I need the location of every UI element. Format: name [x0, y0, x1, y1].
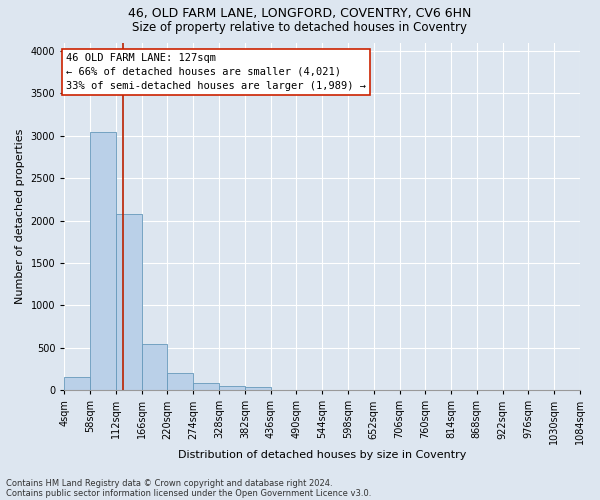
Bar — [193, 383, 219, 390]
Text: Contains HM Land Registry data © Crown copyright and database right 2024.: Contains HM Land Registry data © Crown c… — [6, 478, 332, 488]
Bar — [245, 387, 271, 390]
Text: Size of property relative to detached houses in Coventry: Size of property relative to detached ho… — [133, 21, 467, 34]
Bar — [116, 214, 142, 390]
Text: 46, OLD FARM LANE, LONGFORD, COVENTRY, CV6 6HN: 46, OLD FARM LANE, LONGFORD, COVENTRY, C… — [128, 8, 472, 20]
X-axis label: Distribution of detached houses by size in Coventry: Distribution of detached houses by size … — [178, 450, 466, 460]
Bar — [64, 378, 90, 390]
Text: 46 OLD FARM LANE: 127sqm
← 66% of detached houses are smaller (4,021)
33% of sem: 46 OLD FARM LANE: 127sqm ← 66% of detach… — [66, 52, 366, 90]
Y-axis label: Number of detached properties: Number of detached properties — [15, 128, 25, 304]
Text: Contains public sector information licensed under the Open Government Licence v3: Contains public sector information licen… — [6, 488, 371, 498]
Bar — [167, 373, 193, 390]
Bar — [90, 132, 116, 390]
Bar — [142, 344, 167, 390]
Bar — [219, 386, 245, 390]
